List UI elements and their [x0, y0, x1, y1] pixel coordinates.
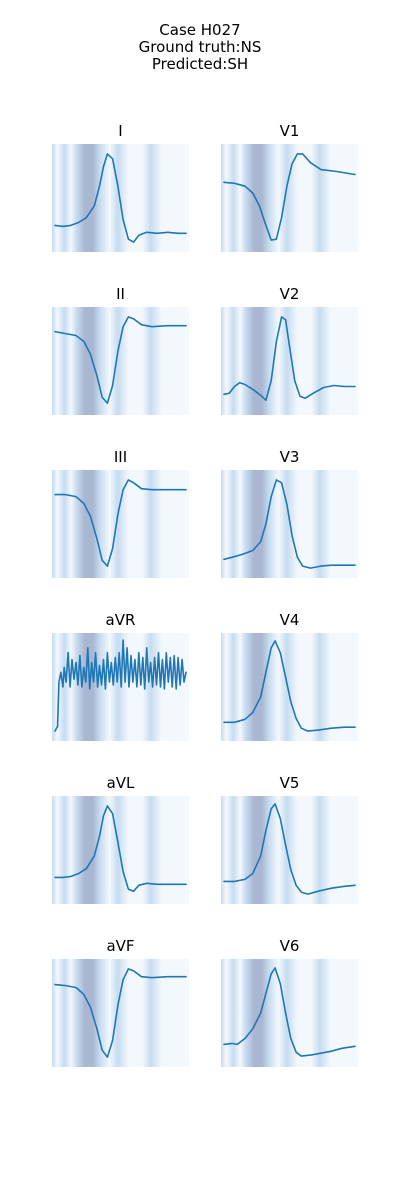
- ecg-trace-v1: [223, 153, 356, 241]
- ecg-panel-i: I: [52, 122, 189, 252]
- ecg-panel-avr: aVR: [52, 611, 189, 741]
- lead-title-v4: V4: [280, 611, 300, 629]
- ecg-panel-v1: V1: [221, 122, 358, 252]
- attention-background-v1: [221, 144, 358, 252]
- ecg-trace-ii: [54, 316, 187, 404]
- ecg-trace-iii: [54, 479, 187, 567]
- ecg-panel-avf: aVF: [52, 937, 189, 1067]
- ecg-panel-avl: aVL: [52, 774, 189, 904]
- attention-background-v4: [221, 633, 358, 741]
- ecg-panel-v3: V3: [221, 448, 358, 578]
- ecg-trace-avf: [54, 968, 187, 1058]
- attention-background-avf: [52, 959, 189, 1067]
- lead-title-v2: V2: [280, 285, 300, 303]
- lead-title-avr: aVR: [106, 611, 136, 629]
- ecg-panel-iii: III: [52, 448, 189, 578]
- figure-title-line-3: Predicted:SH: [151, 55, 249, 73]
- ecg-trace-v6: [223, 967, 356, 1057]
- attention-background-avl: [52, 796, 189, 904]
- attention-background-v5: [221, 796, 358, 904]
- lead-title-avl: aVL: [107, 774, 135, 792]
- figure-title-line-2: Ground truth:NS: [138, 38, 262, 56]
- attention-background-v6: [221, 959, 358, 1067]
- lead-title-ii: II: [116, 285, 125, 303]
- ecg-panel-ii: II: [52, 285, 189, 415]
- ecg-trace-v3: [223, 479, 356, 569]
- ecg-trace-v2: [223, 316, 356, 401]
- lead-title-v5: V5: [280, 774, 300, 792]
- attention-background-iii: [52, 470, 189, 578]
- ecg-panel-v2: V2: [221, 285, 358, 415]
- lead-title-avf: aVF: [106, 937, 134, 955]
- ecg-trace-i: [54, 153, 187, 243]
- ecg-trace-avl: [54, 805, 187, 892]
- attention-background-v2: [221, 307, 358, 415]
- lead-title-v3: V3: [280, 448, 300, 466]
- attention-background-ii: [52, 307, 189, 415]
- lead-title-v1: V1: [280, 122, 300, 140]
- ecg-panel-v6: V6: [221, 937, 358, 1067]
- ecg-trace-avr: [54, 639, 187, 732]
- ecg-panel-v5: V5: [221, 774, 358, 904]
- lead-title-v6: V6: [280, 937, 300, 955]
- figure-title-line-1: Case H027: [159, 21, 241, 39]
- lead-title-iii: III: [114, 448, 127, 466]
- ecg-trace-v4: [223, 640, 356, 732]
- ecg-trace-v5: [223, 803, 356, 895]
- ecg-panel-v4: V4: [221, 611, 358, 741]
- lead-title-i: I: [118, 122, 122, 140]
